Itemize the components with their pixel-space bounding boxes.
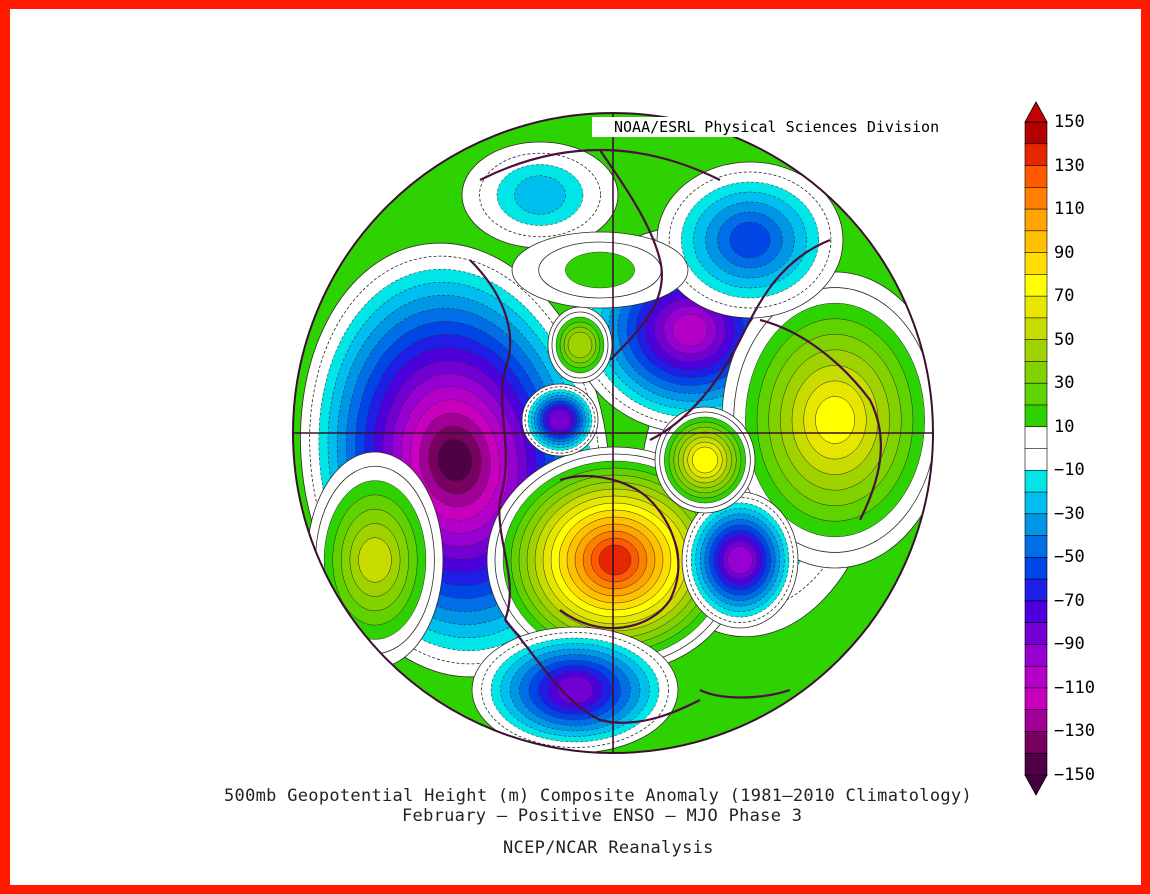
map-subtitle: February – Positive ENSO – MJO Phase 3	[402, 806, 803, 826]
colorbar-bin	[1024, 317, 1048, 341]
colorbar-bin	[1024, 382, 1048, 406]
colorbar-bin	[1024, 665, 1048, 689]
anomaly-north-atlantic	[681, 491, 799, 629]
colorbar-tick-label: 90	[1054, 242, 1075, 263]
colorbar-bin	[1024, 622, 1048, 646]
colorbar-bin	[1024, 339, 1048, 363]
colorbar-bin	[1024, 361, 1048, 384]
colorbar-tick-label: −30	[1054, 503, 1085, 524]
anomaly-region	[547, 306, 613, 384]
anomaly-greenland-sea	[654, 406, 756, 514]
colorbar-bin	[1024, 731, 1048, 754]
coastlines	[469, 148, 882, 724]
colorbar-bin	[1024, 491, 1048, 515]
colorbar-bin	[1024, 600, 1048, 624]
colorbar-tick-label: −50	[1054, 547, 1085, 568]
colorbar-bin	[1024, 469, 1048, 493]
anomaly-region	[461, 141, 619, 249]
colorbar-tick-label: −110	[1054, 677, 1095, 698]
colorbar-tick-label: 130	[1054, 155, 1085, 176]
colorbar-bin	[1024, 208, 1048, 232]
colorbar-bin	[1024, 448, 1048, 471]
colorbar-over-arrow	[1024, 101, 1048, 123]
colorbar-bin	[1024, 187, 1048, 210]
colorbar-bin	[1024, 165, 1048, 189]
anomaly-field	[293, 113, 933, 753]
colorbar-tick-label: −70	[1054, 590, 1085, 611]
anomaly-region	[521, 383, 599, 457]
colorbar-bin	[1024, 121, 1048, 145]
colorbar-bin	[1024, 535, 1048, 559]
data-source: NCEP/NCAR Reanalysis	[503, 838, 714, 858]
colorbar-tick-label: 10	[1054, 416, 1075, 437]
colorbar-under-arrow	[1024, 774, 1048, 796]
anomaly-region	[511, 231, 689, 309]
colorbar-tick-label: 50	[1054, 329, 1075, 350]
colorbar-tick-label: 150	[1054, 112, 1085, 132]
colorbar-bin	[1024, 230, 1048, 254]
colorbar-bin	[1024, 644, 1048, 667]
colorbar-bin	[1024, 404, 1048, 428]
anomaly-central-asia	[721, 271, 933, 569]
credit-label: NOAA/ESRL Physical Sciences Division	[592, 117, 946, 137]
colorbar-bin	[1024, 274, 1048, 297]
colorbar-bin	[1024, 295, 1048, 319]
colorbar-tick-label: −10	[1054, 460, 1085, 481]
map-boundary	[292, 112, 934, 754]
colorbar-bin	[1024, 513, 1048, 537]
colorbar-tick-label: 30	[1054, 373, 1075, 394]
anomaly-eastern-north-america	[486, 446, 744, 674]
colorbar-bin	[1024, 426, 1048, 450]
colorbar-tick-label: 110	[1054, 199, 1085, 220]
colorbar-tick-label: 70	[1054, 286, 1075, 307]
colorbar-bin	[1024, 578, 1048, 602]
colorbar-bin	[1024, 252, 1048, 276]
colorbar-bin	[1024, 709, 1048, 733]
colorbar-bin	[1024, 143, 1048, 167]
colorbar-bin	[1024, 752, 1048, 776]
colorbar-tick-label: −150	[1054, 765, 1095, 785]
map-title: 500mb Geopotential Height (m) Composite …	[224, 786, 972, 806]
anomaly-subtropical-pacific	[306, 451, 444, 669]
colorbar-bin	[1024, 557, 1048, 580]
colorbar-tick-label: −130	[1054, 721, 1095, 742]
colorbar-bin	[1024, 687, 1048, 711]
colorbar-tick-label: −90	[1054, 634, 1085, 655]
colorbar	[1024, 101, 1048, 796]
